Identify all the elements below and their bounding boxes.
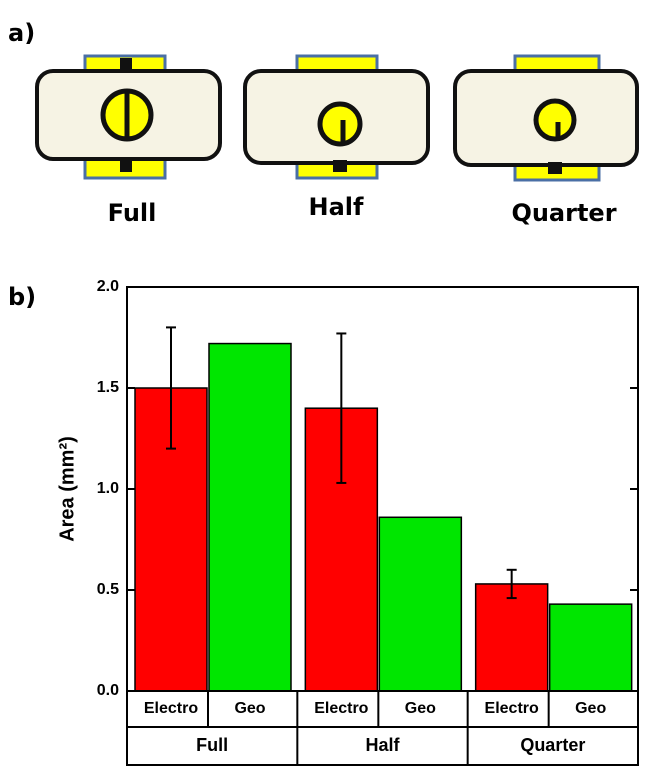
bar-label: Geo xyxy=(234,700,265,717)
diagram-label: Quarter xyxy=(511,199,616,227)
panel-a-label: a) xyxy=(8,19,35,47)
panel-b-label: b) xyxy=(8,283,36,311)
bar-label: Electro xyxy=(485,700,539,717)
y-tick-label: 1.5 xyxy=(97,379,119,396)
diagram-label: Full xyxy=(108,199,157,227)
group-label: Quarter xyxy=(520,735,585,755)
bar xyxy=(209,344,291,691)
bar xyxy=(550,604,632,691)
diagram-label: Half xyxy=(309,193,365,221)
bar xyxy=(379,517,461,691)
y-tick-label: 0.5 xyxy=(97,581,119,598)
bar-label: Geo xyxy=(405,700,436,717)
group-label: Full xyxy=(196,735,228,755)
electrode-half xyxy=(245,56,428,178)
y-tick-label: 2.0 xyxy=(97,278,119,295)
bar-label: Geo xyxy=(575,700,606,717)
bar xyxy=(476,584,548,691)
bar-label: Electro xyxy=(144,700,198,717)
group-label: Half xyxy=(365,735,400,755)
y-tick-label: 1.0 xyxy=(97,480,119,497)
electrode-quarter xyxy=(455,56,637,180)
figure: a) b) Full Half Quarter Area (mm²) 0.0 0.… xyxy=(0,0,648,771)
electrode-full xyxy=(37,56,220,178)
y-axis-label: Area (mm²) xyxy=(56,436,78,542)
y-tick-label: 0.0 xyxy=(97,682,119,699)
bar-label: Electro xyxy=(314,700,368,717)
